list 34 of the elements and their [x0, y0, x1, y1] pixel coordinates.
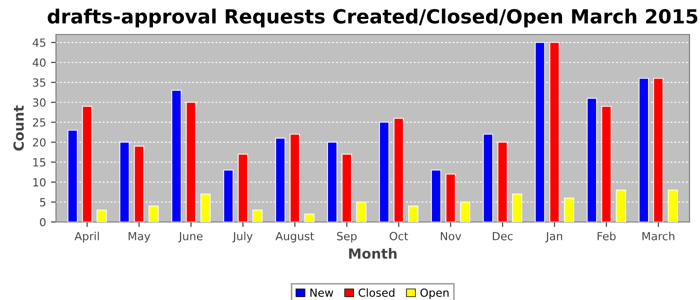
bar	[96, 210, 107, 222]
x-tick-label: Nov	[440, 232, 462, 240]
x-tick-label: August	[276, 232, 314, 242]
y-tick-label: 10	[33, 178, 46, 186]
x-tick-label: May	[128, 232, 150, 242]
y-tick-label: 5	[40, 198, 46, 206]
x-tick-label: April	[74, 232, 99, 242]
y-tick-label: 15	[33, 158, 46, 167]
legend-label: Open	[420, 288, 449, 300]
bar	[304, 214, 314, 222]
x-tick-label: June	[178, 232, 203, 242]
y-tick-label: 35	[32, 78, 46, 87]
bar	[408, 206, 418, 222]
y-tick-label: 0	[40, 218, 46, 226]
x-tick-label: Dec	[492, 232, 513, 240]
x-tick-label: Oct	[390, 232, 408, 240]
legend-label: New	[310, 288, 334, 297]
chart-title: drafts-approval Requests Created/Closed/Open March 2015	[48, 8, 698, 28]
x-axis-title: Month	[349, 248, 397, 259]
x-tick-label: Sep	[337, 232, 357, 242]
y-tick-label: 40	[32, 58, 46, 67]
bar	[68, 130, 78, 222]
legend-label: Closed	[358, 288, 394, 297]
y-tick-label: 25	[32, 118, 46, 127]
y-axis-title: Count	[13, 105, 24, 151]
x-tick-label: Jan	[545, 232, 562, 242]
y-tick-label: 30	[32, 98, 46, 107]
bar	[252, 210, 263, 222]
x-tick-label: March	[642, 232, 674, 240]
x-tick-label: Feb	[598, 232, 616, 240]
x-tick-label: July	[232, 232, 253, 242]
bar	[148, 206, 159, 222]
y-tick-label: 45	[32, 38, 46, 47]
y-tick-label: 20	[32, 138, 46, 147]
